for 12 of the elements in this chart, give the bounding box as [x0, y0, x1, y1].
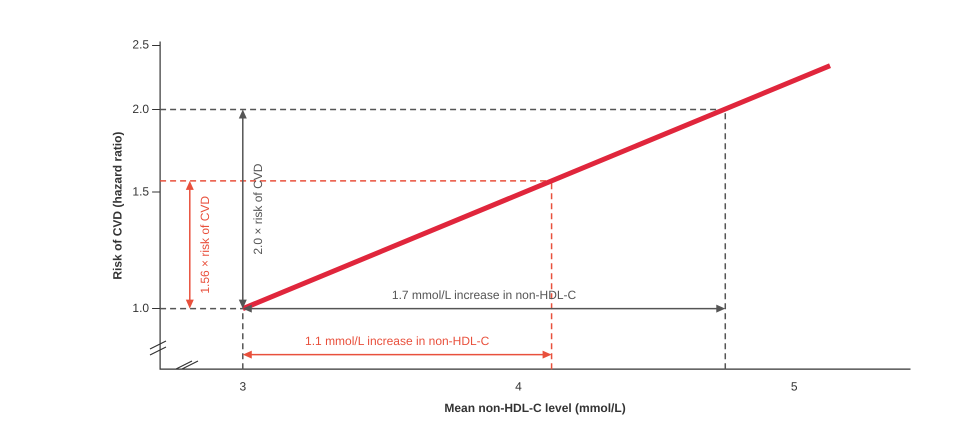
annotation: 1.1 mmol/L increase in non-HDL-C [305, 334, 490, 348]
x-tick-label: 5 [790, 380, 798, 394]
y-tick-label: 1.5 [132, 184, 150, 198]
x-tick-label: 4 [515, 380, 522, 394]
y-tick-label: 1.0 [132, 300, 150, 315]
y-tick-label: 2.0 [132, 102, 150, 116]
x-tick-label: 3 [239, 380, 246, 394]
x-axis-title: Mean non-HDL-C level (mmol/L) [444, 401, 626, 416]
y-axis-title: Risk of CVD (hazard ratio) [110, 132, 125, 280]
annotation: 2.0 × risk of CVD [251, 163, 266, 255]
annotation: 1.56 × risk of CVD [198, 196, 212, 294]
y-tick-label: 2.5 [132, 38, 150, 52]
